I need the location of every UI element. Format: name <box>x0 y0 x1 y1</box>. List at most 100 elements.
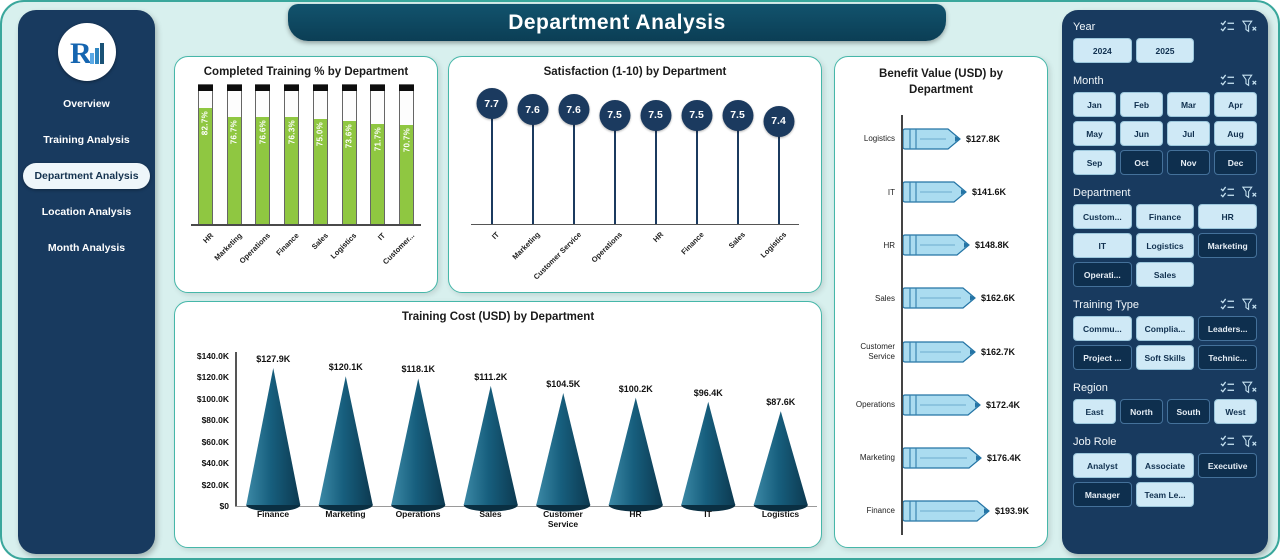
slicer-option-complia[interactable]: Complia... <box>1135 316 1195 341</box>
slicer-option-leaders[interactable]: Leaders... <box>1198 316 1257 341</box>
training-bars: 82.7% 76.7% 76.6% 76.3% 75.0% 73.6% 71.7% 70.7% <box>191 84 421 226</box>
slicer-option-mar[interactable]: Mar <box>1167 92 1210 117</box>
slicer-option-2025[interactable]: 2025 <box>1135 38 1195 63</box>
slicer-option-oct[interactable]: Oct <box>1120 150 1163 175</box>
slicer-option-feb[interactable]: Feb <box>1120 92 1163 117</box>
benefit-category-label: HR <box>883 240 895 250</box>
slicer-option-finance[interactable]: Finance <box>1135 204 1195 229</box>
satisfaction-marker: 7.5 <box>722 99 753 131</box>
slicer-option-technic[interactable]: Technic... <box>1198 345 1257 370</box>
slicer-option-jan[interactable]: Jan <box>1073 92 1116 117</box>
y-axis-tick-label: $0 <box>219 501 229 511</box>
bar-cap <box>370 85 386 91</box>
slicer-option-associate[interactable]: Associate <box>1135 453 1195 478</box>
lollipop-stem <box>531 109 534 224</box>
training-bar: 82.7% <box>197 84 213 224</box>
x-axis-label: HR <box>200 231 215 246</box>
slicer-option-may[interactable]: May <box>1073 121 1116 146</box>
sidebar: R Overview Training Analysis Department An… <box>18 10 155 554</box>
sidebar-item-month-analysis[interactable]: Month Analysis <box>47 242 126 254</box>
slicer-option-analyst[interactable]: Analyst <box>1073 453 1132 478</box>
bar-cap <box>312 85 328 91</box>
y-axis-tick-label: $120.0K <box>196 372 229 383</box>
slicer-option-hr[interactable]: HR <box>1198 204 1257 229</box>
slicer-option-west[interactable]: West <box>1214 399 1257 424</box>
bar-cap <box>284 85 300 91</box>
multiselect-icon[interactable] <box>1220 435 1235 448</box>
bar-value-label: 73.6% <box>344 123 354 149</box>
clear-filter-icon[interactable] <box>1242 298 1257 311</box>
slicer-option-marketing[interactable]: Marketing <box>1198 233 1257 258</box>
multiselect-icon[interactable] <box>1220 186 1235 199</box>
sidebar-item-location-analysis[interactable]: Location Analysis <box>41 206 132 218</box>
bar-value-label: 70.7% <box>402 128 412 153</box>
slicer-option-jul[interactable]: Jul <box>1167 121 1210 146</box>
slicer-option-executive[interactable]: Executive <box>1198 453 1257 478</box>
slicer-option-2024[interactable]: 2024 <box>1073 38 1132 63</box>
slicer-option-operati[interactable]: Operati... <box>1073 262 1132 287</box>
sidebar-item-overview[interactable]: Overview <box>63 98 110 110</box>
slicer-option-commu[interactable]: Commu... <box>1073 316 1132 341</box>
sidebar-item-department-analysis[interactable]: Department Analysis <box>23 163 150 189</box>
slicer-option-dec[interactable]: Dec <box>1214 150 1257 175</box>
lollipop-stem <box>490 103 493 224</box>
page-title: Department Analysis <box>288 4 946 41</box>
benefit-row: Operations $172.4K <box>843 381 1043 429</box>
logo: R <box>57 23 116 81</box>
slicer-option-sales[interactable]: Sales <box>1135 262 1195 287</box>
card-training-cost: Training Cost (USD) by Department $0 $20.… <box>174 301 822 548</box>
slicer-title: Year <box>1073 20 1096 33</box>
benefit-category-label: Marketing <box>859 453 895 463</box>
bar-cap <box>226 85 242 91</box>
sidebar-item-training-analysis[interactable]: Training Analysis <box>43 134 130 146</box>
bar-cap <box>399 85 415 91</box>
bar-value-label: 76.3% <box>287 120 297 145</box>
clear-filter-icon[interactable] <box>1242 186 1257 199</box>
y-axis-tick-label: $20.0K <box>201 479 229 490</box>
slicer-option-east[interactable]: East <box>1073 399 1116 424</box>
slicer-option-custom[interactable]: Custom... <box>1073 204 1132 229</box>
benefit-row: Sales $162.6K <box>843 274 1043 322</box>
slicer-option-sep[interactable]: Sep <box>1073 150 1116 175</box>
slicer-option-soft-skills[interactable]: Soft Skills <box>1135 345 1195 370</box>
slicer-option-aug[interactable]: Aug <box>1214 121 1257 146</box>
y-axis-tick-label: $60.0K <box>201 436 229 447</box>
pencil-bar <box>902 444 983 472</box>
clear-filter-icon[interactable] <box>1242 381 1257 394</box>
bar-fill: 76.6% <box>256 116 270 224</box>
card-satisfaction: Satisfaction (1-10) by Department 7.7 7.6… <box>448 56 822 293</box>
clear-filter-icon[interactable] <box>1242 435 1257 448</box>
pencil-bar <box>902 391 982 419</box>
benefit-category-label: Finance <box>866 506 895 516</box>
x-axis-label: HR <box>629 509 642 519</box>
slicer-option-logistics[interactable]: Logistics <box>1135 233 1195 258</box>
y-axis-tick-label: $80.0K <box>201 415 229 426</box>
multiselect-icon[interactable] <box>1220 20 1235 33</box>
slicer-option-manager[interactable]: Manager <box>1073 482 1132 507</box>
slicer-option-jun[interactable]: Jun <box>1120 121 1163 146</box>
benefit-value-label: $162.6K <box>981 293 1016 304</box>
slicer-option-apr[interactable]: Apr <box>1214 92 1257 117</box>
slicer-option-south[interactable]: South <box>1167 399 1210 424</box>
multiselect-icon[interactable] <box>1220 298 1235 311</box>
slicer-title: Job Role <box>1073 435 1117 448</box>
x-axis-label: Sales <box>309 231 330 252</box>
satisfaction-marker: 7.4 <box>763 105 794 137</box>
pencil-bar <box>902 125 962 153</box>
benefit-row: Logistics $127.8K <box>843 115 1043 163</box>
bar-cap <box>197 85 213 91</box>
clear-filter-icon[interactable] <box>1242 20 1257 33</box>
slicer-option-project[interactable]: Project ... <box>1073 345 1132 370</box>
clear-filter-icon[interactable] <box>1242 74 1257 87</box>
y-axis-tick-label: $100.0K <box>196 393 229 404</box>
multiselect-icon[interactable] <box>1220 381 1235 394</box>
slicer-option-it[interactable]: IT <box>1073 233 1132 258</box>
x-axis-label: Customer Service <box>543 509 583 529</box>
slicer-option-nov[interactable]: Nov <box>1167 150 1210 175</box>
pencil-bar <box>902 284 977 312</box>
benefit-row: Finance $193.9K <box>843 487 1043 535</box>
multiselect-icon[interactable] <box>1220 74 1235 87</box>
slicer-option-north[interactable]: North <box>1120 399 1163 424</box>
benefit-category-label: Customer Service <box>860 342 895 361</box>
slicer-option-team-le[interactable]: Team Le... <box>1135 482 1195 507</box>
